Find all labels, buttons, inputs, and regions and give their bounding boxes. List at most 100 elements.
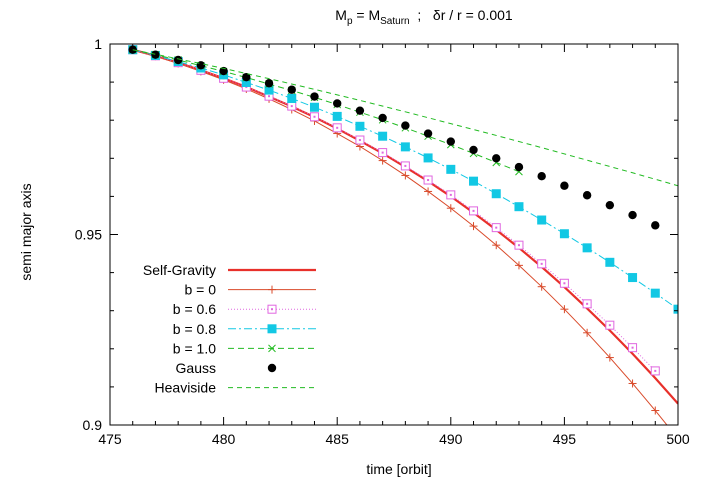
y-tick-label: 1 [94,36,102,52]
series-b-0-6-point [423,175,433,185]
series-gauss-point [514,162,524,172]
series-b-0-point [469,222,478,231]
series-b-0-point [492,241,501,250]
legend-b-0: b = 0 [184,282,316,298]
y-tick-label: 0.9 [83,417,103,433]
series-b-0-8-point [332,111,342,121]
legend-heaviside: Heaviside [155,380,316,396]
series-b-0-8-point [514,202,524,212]
series-b-0-8-point [559,229,569,239]
legend-label: Self-Gravity [143,262,216,278]
series-b-0-point [537,282,546,291]
y-axis-label: semi major axis [18,183,34,280]
series-b-0-8-point [582,243,592,253]
series-b-0-8-point [469,176,479,186]
series-b-0-8-point [673,304,678,314]
series-b-0-6-point [628,343,638,353]
x-tick-label: 495 [553,431,577,447]
x-tick-label: 500 [666,431,690,447]
series-b-0-8-point [537,215,547,225]
legend-b-0-8: b = 0.8 [173,321,316,337]
legend-label: b = 1.0 [173,340,216,356]
series-b-0-8-point [378,131,388,141]
series-b-0-6-point [582,299,592,309]
series-b-0-point [401,171,410,180]
series-b-0-point [651,406,660,415]
series-b-0-8-point [446,164,456,174]
legend-self-gravity: Self-Gravity [143,262,316,278]
series-gauss-point [605,200,615,210]
series-group [128,45,678,425]
legend-label: b = 0.8 [173,321,216,337]
series-b-0-point [628,379,637,388]
series-gauss-point [537,172,546,181]
series-gauss-point [446,137,455,146]
series-b-0-point [560,305,569,314]
title-rest: ; δr / r = 0.001 [410,7,513,23]
series-b-0-8-point [355,121,365,131]
series-b-0-8-point [650,288,660,298]
series-b-0-6-point [446,190,456,200]
axis-ticks: 475 480 485 490 495 500 0.9 0.95 1 [75,36,690,447]
legend-marker-sample [267,324,277,334]
series-gauss-point [560,181,569,190]
series-b-0-6-point [355,135,365,145]
plot-area [128,45,678,425]
x-tick-label: 490 [439,431,463,447]
series-b-0-6-point [309,112,319,122]
series-b-0-8-point [423,153,433,163]
series-heaviside-line [132,49,678,187]
legend-marker-sample [268,285,276,294]
series-b-0-point [446,204,455,213]
series-b-0-6-point [559,278,569,288]
series-b-0-6-point [400,161,410,171]
title-eq: = M [353,7,381,23]
series-gauss-point [651,221,660,230]
series-gauss-point [582,191,592,200]
series-b-0-8-point [628,273,638,283]
series-b-0-6-point [650,366,660,376]
series-gauss-point [287,85,296,94]
x-tick-label: 480 [212,431,236,447]
series-gauss-point [151,50,160,59]
series-b-0-8-point [605,257,615,267]
legend-marker-sample [268,344,276,353]
x-tick-label: 485 [326,431,350,447]
series-gauss-point [492,154,501,163]
series-b-0-point [514,261,523,270]
series-gauss-point [333,99,342,108]
series-gauss-point [264,79,274,88]
series-gauss-point [401,121,410,130]
series-b-0-8-point [400,142,410,152]
series-gauss-point [469,145,478,155]
title-main: M [335,7,347,23]
y-tick-label: 0.95 [75,227,102,243]
series-b-0-6-point [332,123,342,133]
series-b-0-6-point [514,240,524,250]
series-gauss-point [378,113,387,123]
legend-marker-sample [267,363,277,373]
legend-marker-sample [267,304,277,314]
legend-label: b = 0 [184,282,216,298]
series-gauss-point [173,55,183,65]
series-b-0-6-point [491,223,501,233]
series-gauss-point [423,129,433,138]
title-main-sub: p [347,16,353,27]
series-gauss-point [355,106,365,115]
x-tick-label: 475 [98,431,122,447]
series-b-0-6-point [605,320,615,330]
series-b-0-8-point [287,93,297,103]
series-b-0-point [605,353,614,362]
x-axis-label: time [orbit] [366,461,431,477]
series-b-0-point [424,187,433,196]
series-b-0-point [583,328,592,337]
legend-label: Gauss [176,360,216,376]
chart-title: Mp = MSaturn ; δr / r = 0.001 [335,7,513,27]
legend: Self-Gravity b = 0 b = 0.6 b = 0.8 b = 1.0 Ga… [143,262,316,396]
series-gauss-point [242,72,251,82]
series-b-0-8-point [491,189,501,199]
series-b-0-point [378,156,387,165]
legend-label: b = 0.6 [173,301,216,317]
legend-label: Heaviside [155,380,217,396]
